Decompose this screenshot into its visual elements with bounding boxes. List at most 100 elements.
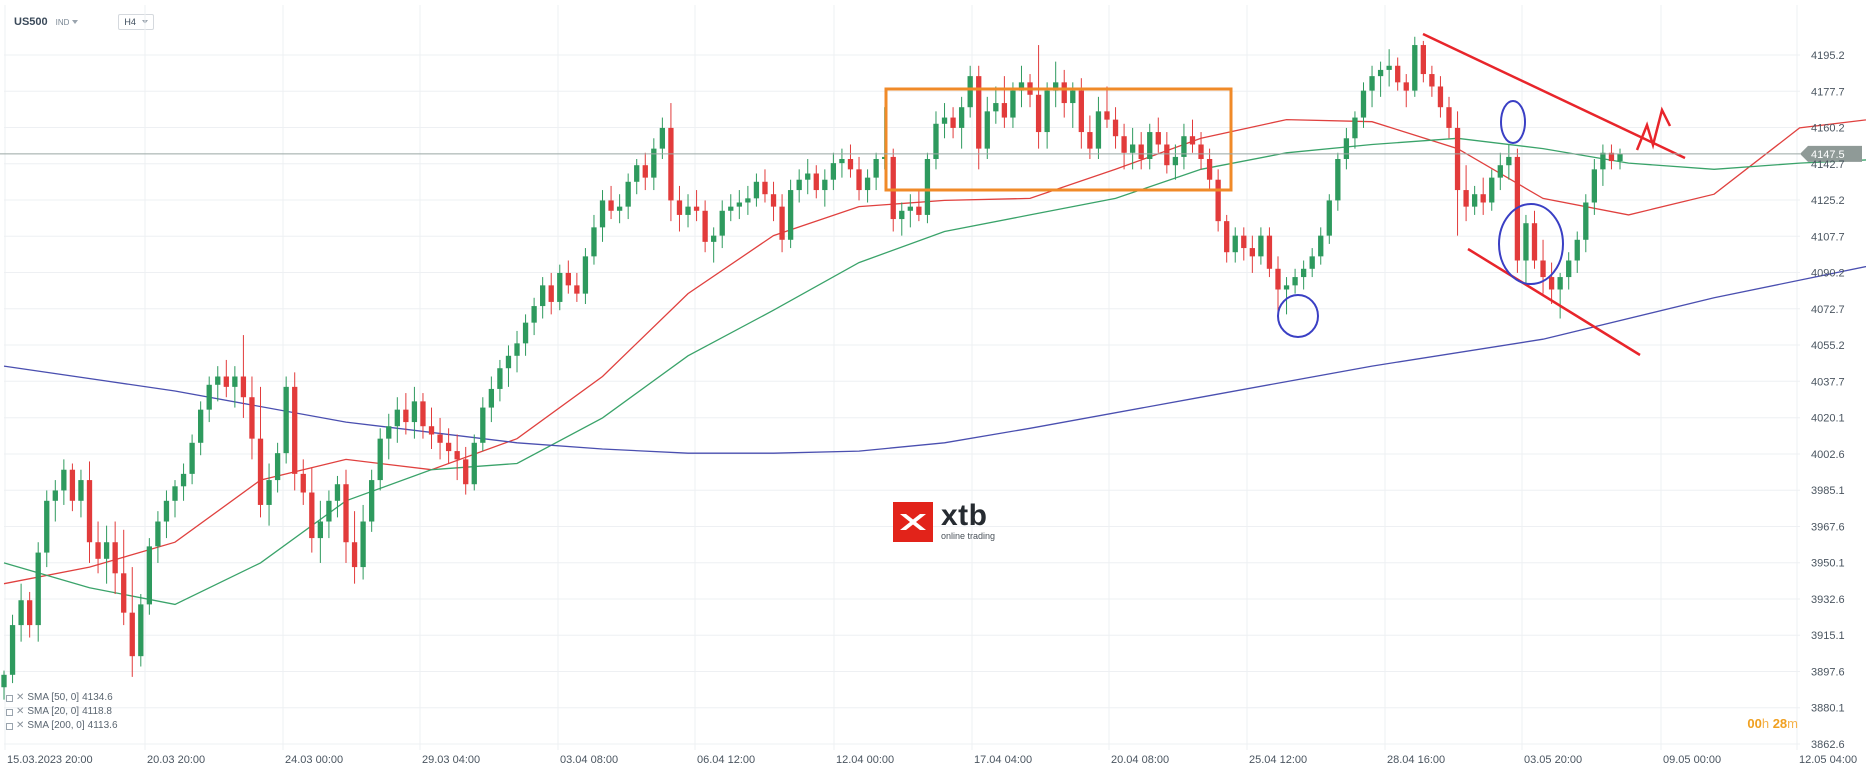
candle-body: [1206, 158, 1213, 180]
candle-body: [206, 384, 212, 410]
candle-body: [736, 202, 742, 207]
candle-body: [95, 542, 101, 559]
candle-body: [830, 163, 837, 180]
candle-body: [488, 388, 495, 408]
legend-value: 4118.8: [82, 706, 112, 717]
candle-body: [1437, 86, 1444, 108]
candle-body: [1377, 69, 1384, 77]
candle-body: [1147, 132, 1153, 159]
legend-value: 4113.6: [87, 720, 118, 731]
legend-row-sma50[interactable]: ✕ SMA [50, 0] 4134.6: [6, 691, 118, 705]
candle-body: [1574, 239, 1580, 261]
candle-body: [565, 272, 571, 286]
candle-body: [770, 194, 777, 207]
candle-body: [403, 409, 409, 423]
candle-body: [61, 469, 67, 491]
candle-body: [822, 179, 828, 191]
candle-body: [779, 206, 785, 240]
x-tick-label: 29.03 04:00: [422, 754, 480, 766]
candle-body: [625, 181, 631, 207]
settings-icon[interactable]: [6, 722, 13, 730]
candle-body: [129, 612, 135, 657]
candle-body: [864, 177, 871, 191]
candle-body: [1591, 169, 1597, 203]
y-tick-label: 3897.6: [1811, 666, 1845, 678]
candle-body: [27, 600, 33, 626]
x-axis: 15.03.2023 20:00 20.03 20:00 24.03 00:00 29…: [7, 754, 1857, 766]
candle-body: [437, 434, 443, 443]
timer-hours: 00: [1747, 716, 1762, 731]
candle-body: [728, 206, 734, 211]
candle-body: [1420, 45, 1426, 75]
candle-body: [907, 206, 913, 211]
candle-body: [1583, 202, 1589, 240]
y-tick-label: 3880.1: [1811, 703, 1845, 715]
legend-row-sma200[interactable]: ✕ SMA [200, 0] 4113.6: [6, 719, 118, 733]
candle-body: [753, 181, 760, 199]
candle-body: [394, 409, 400, 427]
candle-body: [1189, 136, 1196, 145]
close-icon[interactable]: ✕: [16, 692, 25, 703]
candle-body: [274, 453, 281, 481]
candle-body: [890, 156, 896, 220]
candle-body: [941, 117, 948, 124]
symbol-label[interactable]: US500: [14, 16, 48, 28]
settings-icon[interactable]: [6, 708, 13, 716]
x-tick-label: 15.03.2023 20:00: [7, 754, 93, 766]
x-tick-label: 25.04 12:00: [1249, 754, 1307, 766]
candle-body: [445, 442, 452, 452]
close-icon[interactable]: ✕: [16, 720, 25, 731]
settings-icon[interactable]: [6, 694, 13, 702]
candle-body: [334, 484, 341, 501]
candle-body: [300, 473, 306, 493]
x-tick-label: 20.03 20:00: [147, 754, 205, 766]
candle-body: [1224, 221, 1230, 253]
y-axis: 4195.2 4177.7 4160.2 4142.7 4125.2 4107.7 4090…: [1811, 50, 1845, 751]
candle-body: [522, 322, 529, 344]
candle-body: [69, 469, 76, 501]
candle-body: [1523, 223, 1529, 261]
legend-row-sma20[interactable]: ✕ SMA [20, 0] 4118.8: [6, 705, 118, 719]
candle-body: [916, 206, 922, 215]
candle-body: [1489, 177, 1495, 203]
support-circle: [1277, 294, 1319, 338]
candle-body: [1548, 277, 1555, 290]
candle-body: [1429, 74, 1435, 87]
candle-body: [702, 210, 708, 242]
candle-body: [1326, 200, 1332, 236]
candle-body: [1600, 152, 1606, 170]
close-icon[interactable]: ✕: [16, 706, 25, 717]
candle-body: [616, 206, 623, 211]
candle-body: [497, 368, 503, 389]
candle-body: [548, 285, 554, 302]
candle-body: [249, 397, 255, 439]
x-tick-label: 06.04 12:00: [697, 754, 755, 766]
price-tag: [1800, 145, 1862, 162]
candle-body: [685, 206, 691, 215]
candle-body: [1087, 132, 1093, 149]
candle-body: [351, 542, 358, 568]
candle-body: [505, 355, 512, 369]
x-tick-label: 03.05 20:00: [1524, 754, 1582, 766]
candle-body: [745, 198, 751, 203]
y-tick-label: 4020.1: [1811, 413, 1845, 425]
y-tick-label: 4002.6: [1811, 449, 1845, 461]
candle-body: [574, 285, 580, 294]
candle-body: [693, 206, 700, 211]
candle-body: [44, 500, 50, 553]
candle-body: [103, 542, 110, 559]
candle-body: [1181, 136, 1187, 157]
candle-body: [1112, 119, 1119, 137]
projection-zigzag: [1635, 106, 1672, 151]
legend-label: SMA [50, 0]: [27, 692, 80, 703]
candle-body: [805, 173, 811, 180]
candle-body: [1309, 256, 1315, 269]
candle-body: [1471, 194, 1478, 207]
y-tick-label: 3967.6: [1811, 521, 1845, 533]
category-dropdown[interactable]: IND: [56, 18, 79, 27]
candle-body: [411, 401, 418, 423]
candle-body: [1454, 127, 1461, 191]
candle-body: [428, 426, 435, 435]
xtb-logo-word: xtb: [941, 499, 988, 532]
